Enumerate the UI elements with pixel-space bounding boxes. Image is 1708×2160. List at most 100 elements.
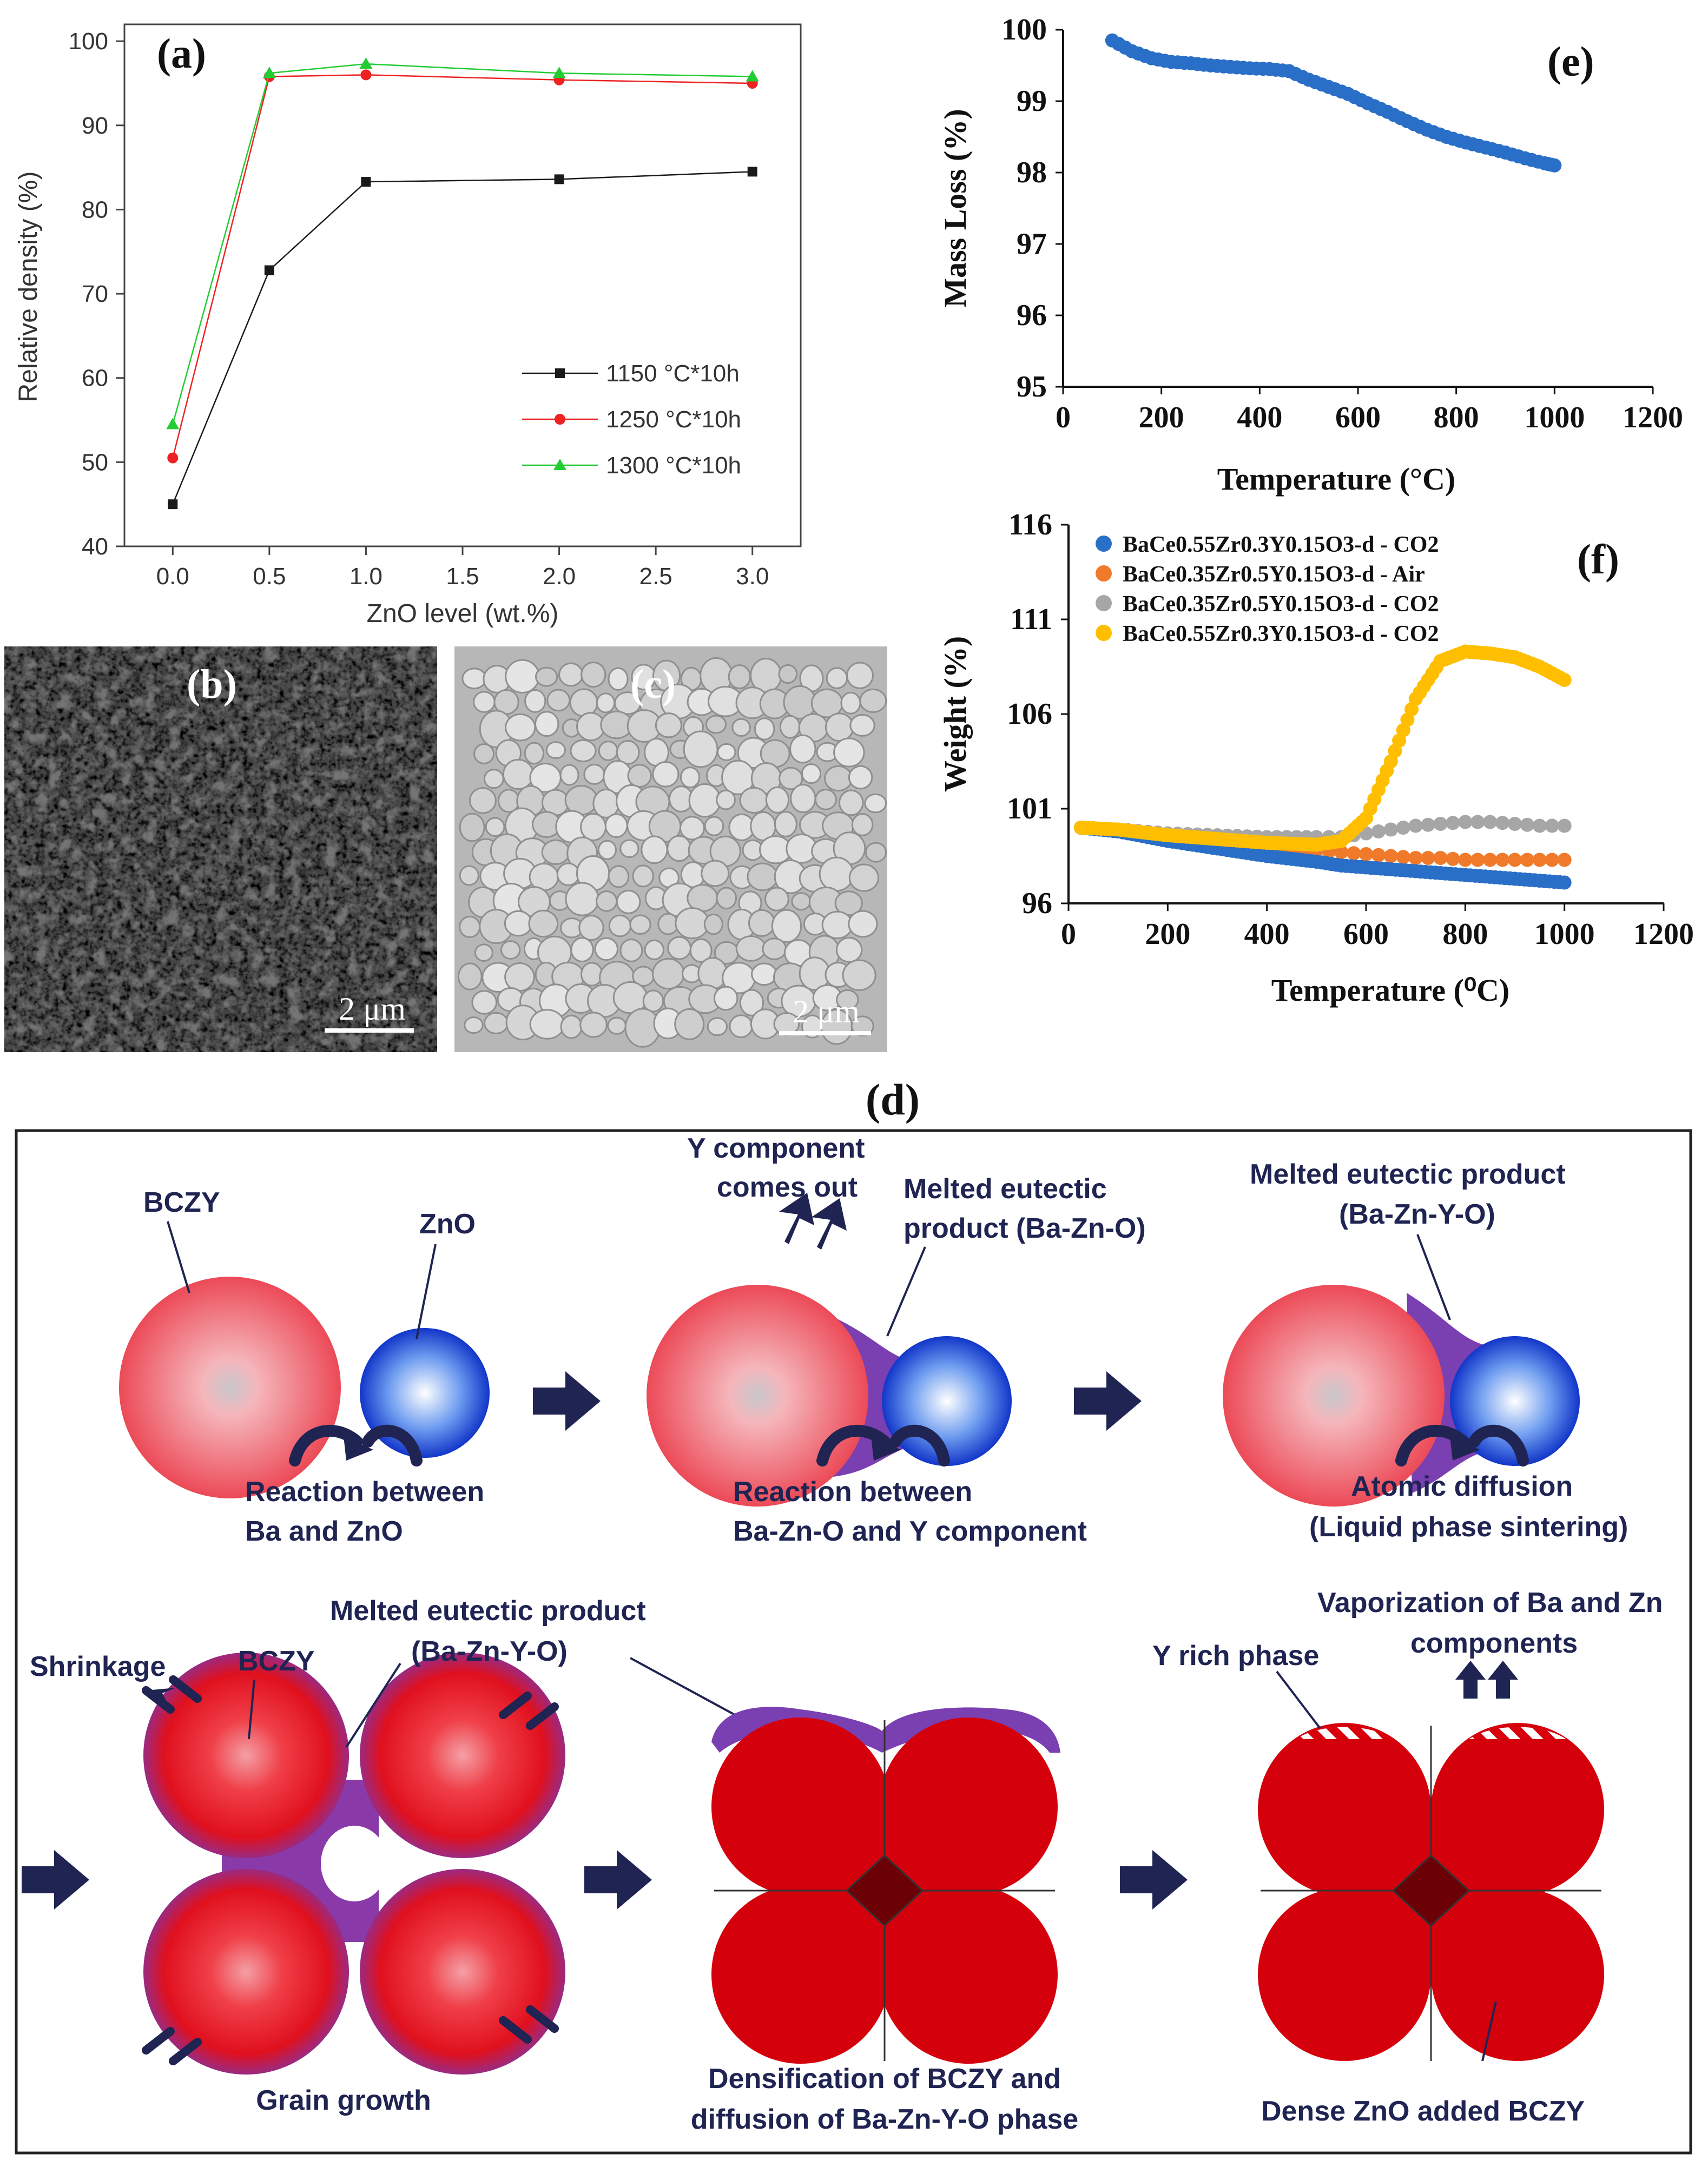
sem-grain <box>850 1015 874 1036</box>
melt3-label-2: (Ba-Zn-Y-O) <box>411 1636 568 1667</box>
chart-e: 0 200 400 600 800 1000 1200 95 96 97 98 99 100 Tempe… <box>938 13 1683 497</box>
sem-grain <box>592 788 620 818</box>
sem-grain <box>483 769 504 789</box>
sem-grain <box>821 910 853 940</box>
data-point <box>1557 673 1572 687</box>
data-point <box>746 70 759 82</box>
sem-grain <box>596 890 618 912</box>
stage-2: Y component comes out Melted eutectic pr… <box>647 1133 1146 1547</box>
y-tick-label: 96 <box>1022 887 1052 920</box>
bczy-label-2: BCZY <box>238 1646 315 1677</box>
y-tick-label: 70 <box>82 281 108 307</box>
y-tick-label: 100 <box>1001 13 1047 47</box>
data-point <box>1408 851 1423 865</box>
melt1-leader <box>886 1246 926 1337</box>
sem-grain <box>535 666 558 687</box>
melt3-label-1: Melted eutectic product <box>330 1595 646 1627</box>
chart-f-ylabel: Weight (%) <box>938 636 973 792</box>
sem-grain <box>754 717 775 741</box>
reaction-arrow-left-icon <box>1395 1424 1469 1467</box>
sem-grain <box>774 811 797 837</box>
process-arrow-icon <box>1120 1850 1188 1910</box>
sem-grain <box>655 712 682 738</box>
vapor-label-2: components <box>1410 1628 1578 1659</box>
sem-grain <box>652 957 685 990</box>
sem-grain <box>688 783 721 818</box>
y-out-label-2: comes out <box>717 1172 858 1203</box>
sem-grain <box>471 990 498 1015</box>
chart-e-ylabel: Mass Loss (%) <box>938 109 973 307</box>
data-point <box>1458 853 1473 867</box>
sem-grain <box>632 864 654 888</box>
chart-a-ylabel: Relative density (%) <box>14 171 43 402</box>
reaction-arrow-left-head-icon <box>1450 1436 1480 1461</box>
sem-grain <box>824 765 853 792</box>
sem-grain <box>569 688 598 717</box>
sem-grain <box>556 862 581 886</box>
chart-f-ticks: 0 200 400 600 800 1000 1200 96 101 106 111 116 <box>1007 508 1694 951</box>
legend-marker <box>1096 536 1112 552</box>
sem-grain <box>459 865 479 886</box>
data-point <box>1334 845 1349 860</box>
stage-5: Densification of BCZY and diffusion of B… <box>691 1707 1078 2135</box>
data-point <box>1433 851 1448 865</box>
reaction-arrow-left-head-icon <box>871 1436 901 1461</box>
sem-grain <box>717 743 736 761</box>
data-point <box>554 174 564 184</box>
chart-e-xlabel: Temperature (°C) <box>1217 461 1455 497</box>
sem-grain <box>836 989 859 1010</box>
sem-grain <box>594 937 619 961</box>
sem-grain <box>748 909 775 937</box>
reaction-arrow-right-icon <box>362 1424 423 1467</box>
data-point <box>1483 815 1498 829</box>
sem-grain <box>713 986 738 1011</box>
sem-grain <box>524 742 545 765</box>
x-tick-label: 600 <box>1343 917 1389 951</box>
x-tick-label: 1000 <box>1524 401 1585 434</box>
sem-grain <box>848 765 873 790</box>
data-point <box>1520 817 1534 832</box>
legend-label: BaCe0.55Zr0.3Y0.15O3-d - CO2 <box>1123 622 1439 646</box>
bczy-particle <box>647 1285 868 1507</box>
x-tick-label: 0 <box>1061 917 1076 951</box>
legend-marker <box>553 459 566 470</box>
sem-grain <box>541 839 570 865</box>
sem-grain <box>729 1014 753 1038</box>
sem-grain <box>619 839 639 858</box>
data-point <box>262 67 276 78</box>
data-point <box>1446 816 1460 830</box>
sem-grain <box>689 938 713 963</box>
data-point <box>1347 846 1361 861</box>
sem-grain <box>667 936 692 960</box>
reaction-arrow-right-icon <box>889 1424 950 1467</box>
sem-grain <box>616 889 641 914</box>
scale-label-b: 2 μm <box>339 991 406 1027</box>
x-tick-label: 200 <box>1139 401 1184 434</box>
sem-grain <box>644 939 665 960</box>
legend-label: 1300 °C*10h <box>606 452 741 479</box>
shrink-arrow-shaft <box>526 2005 559 2033</box>
shrink-arrow-shaft <box>499 2016 532 2044</box>
data-point <box>359 57 373 69</box>
x-tick-label: 1200 <box>1633 917 1694 951</box>
sem-grain <box>570 739 597 763</box>
sem-grain <box>747 862 779 891</box>
up-arrow-icon <box>1488 1661 1518 1699</box>
chart-f: 0 200 400 600 800 1000 1200 96 101 106 111 116 BaCe… <box>938 508 1694 1008</box>
sem-grain <box>779 715 801 739</box>
sem-grain <box>771 909 802 943</box>
sem-image-c: (c) 2 μm <box>454 646 887 1052</box>
legend-label: BaCe0.35Zr0.5Y0.15O3-d - Air <box>1123 562 1425 587</box>
sem-grain <box>731 718 751 737</box>
y-out-label-1: Y component <box>687 1133 865 1164</box>
sem-grain <box>762 937 787 960</box>
sem-grain <box>608 865 630 888</box>
sem-grain <box>765 786 790 814</box>
melt2-leader <box>1416 1234 1451 1320</box>
sem-grain <box>524 689 546 713</box>
y-tick-label: 101 <box>1007 792 1052 825</box>
step1-caption-2: Ba and ZnO <box>245 1516 403 1547</box>
sem-grain <box>707 1017 728 1036</box>
data-point <box>552 67 566 78</box>
data-point <box>1547 158 1562 173</box>
